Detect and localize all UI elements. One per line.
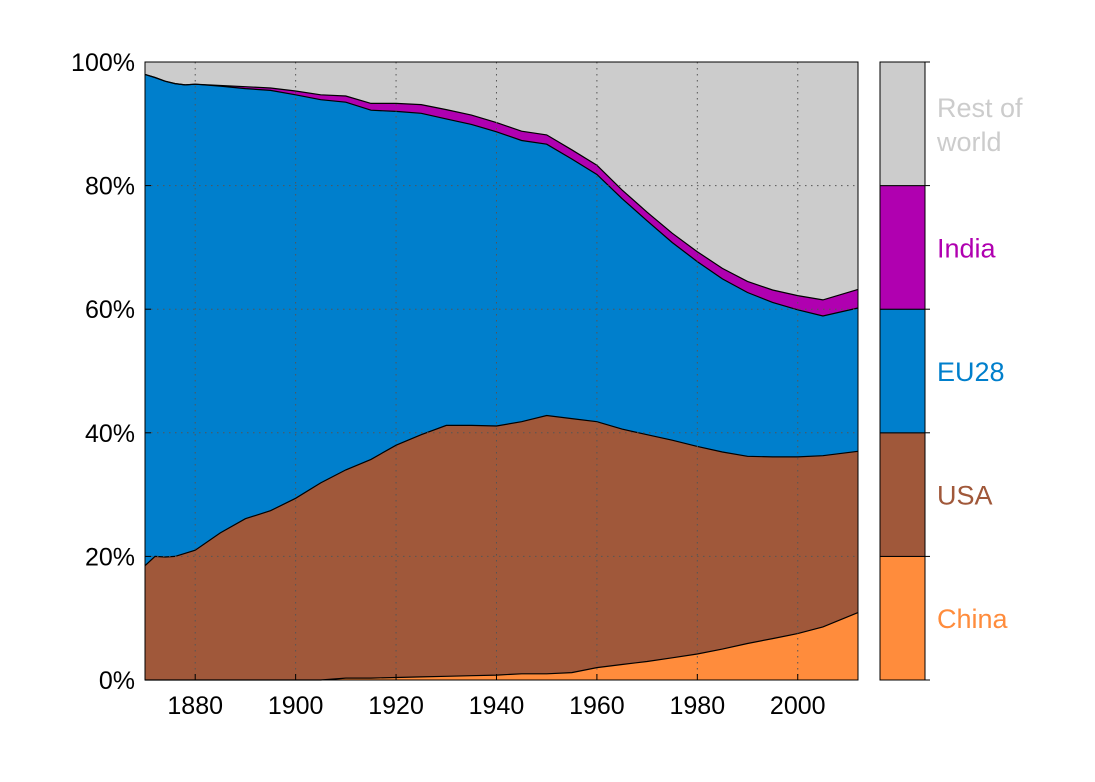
- legend-swatch-india: [879, 185, 926, 310]
- y-tick-label: 40%: [85, 420, 135, 448]
- legend-label-china: China: [937, 604, 1009, 634]
- y-tick-label: 80%: [85, 173, 135, 201]
- series-boundary-line: [144, 414, 859, 567]
- legend-swatch-rest-of-world: [879, 61, 926, 187]
- y-tick-label: 20%: [85, 543, 135, 571]
- series-area-rest-of-world: [145, 62, 858, 300]
- legend-label-eu28: EU28: [937, 357, 1005, 387]
- x-axis: 1880 1900 1920 1940 1960 1980 2000: [167, 674, 826, 720]
- y-tick-label: 0%: [99, 667, 135, 695]
- legend-swatch-eu28: [879, 308, 926, 434]
- x-tick-label: 1980: [670, 692, 726, 720]
- y-tick-label: 60%: [85, 296, 135, 324]
- legend-label-rest-of-world: Rest of world: [936, 93, 1023, 157]
- legend-swatch-usa: [879, 432, 926, 557]
- legend-label-india: India: [937, 233, 997, 263]
- legend: China USA EU28 India Rest of world: [879, 61, 1023, 681]
- series-area-eu28: [145, 74, 858, 566]
- y-axis: 0% 20% 40% 60% 80% 100%: [71, 49, 151, 695]
- x-tick-label: 1880: [167, 692, 223, 720]
- series-boundary-line: [144, 73, 859, 301]
- x-tick-label: 1940: [469, 692, 525, 720]
- x-tick-label: 1900: [268, 692, 324, 720]
- x-tick-label: 1920: [368, 692, 424, 720]
- series-area-china: [145, 612, 858, 680]
- area-layer: [144, 62, 859, 681]
- legend-label-usa: USA: [937, 481, 993, 511]
- x-tick-label: 2000: [770, 692, 826, 720]
- legend-swatch-china: [879, 555, 926, 681]
- y-tick-label: 100%: [71, 49, 135, 77]
- plot-frame: [144, 61, 859, 681]
- x-tick-label: 1960: [569, 692, 625, 720]
